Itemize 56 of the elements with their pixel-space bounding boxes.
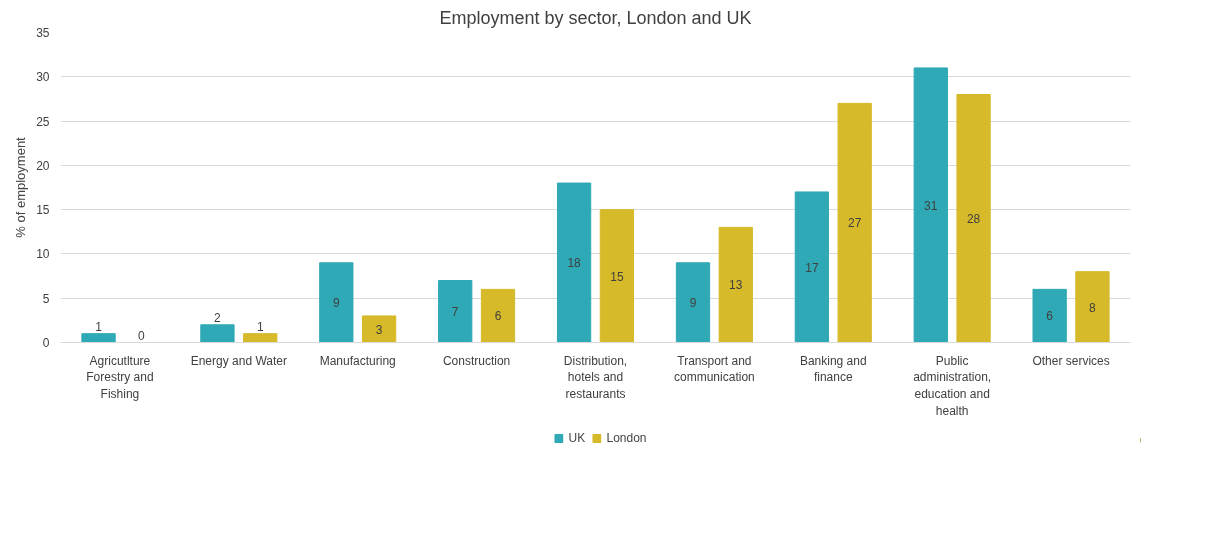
y-tick-label: 10 [36,247,50,262]
data-label: 31 [924,198,938,213]
bar [837,102,872,343]
data-label: 9 [332,296,340,311]
bar [913,67,948,343]
x-tick-label: Distribution, hotels and restaurants [563,353,628,402]
data-label: 18 [567,256,582,271]
x-tick-label: Public administration, education and health [913,353,992,418]
y-tick-label: 25 [36,114,50,129]
y-tick-label: 0 [42,336,50,350]
bar [200,324,235,343]
x-tick-label: Other services [1032,353,1110,368]
bar [1075,271,1110,343]
data-label: 15 [610,269,624,284]
y-tick-label: 30 [36,70,50,85]
bar [956,94,991,343]
data-label: 2 [214,311,222,326]
data-label: 27 [848,216,862,231]
x-tick-label: Agricutlture Forestry and Fishing [86,353,154,402]
y-tick-label: 35 [36,26,50,40]
bar [480,288,516,343]
bar [556,182,592,343]
data-label: 3 [375,322,383,337]
y-axis-title: % of employment [13,136,29,238]
bar [243,333,278,343]
bar [438,280,473,343]
bar [599,209,635,343]
x-tick-label: Manufacturing [319,353,396,368]
bar [794,191,830,343]
bar [319,262,354,343]
chart-title: Employment by sector, London and UK [439,7,752,28]
data-label: 6 [494,309,502,324]
data-label: 9 [689,296,697,311]
data-label: 0 [138,328,146,343]
data-label: 7 [451,305,459,319]
legend-label: UK [568,431,587,445]
x-tick-label: Construction [442,353,511,368]
data-label: 28 [966,212,981,226]
bar [1032,288,1067,343]
x-tick-label: Banking and finance [799,353,867,385]
data-label: 1 [256,319,264,334]
y-tick-label: 20 [36,158,50,173]
data-label: 13 [729,278,743,293]
x-tick-label: Transport and communication [674,353,755,385]
bar [675,262,711,343]
y-tick-label: 5 [42,291,50,306]
data-label: 1 [95,319,103,334]
data-label: 6 [1046,309,1054,324]
bar [81,333,116,343]
data-label: 17 [805,260,819,275]
data-label: 8 [1089,300,1097,315]
bar [718,226,753,343]
x-tick-label: Energy and Water [190,353,287,368]
bar [361,315,397,343]
legend-label: London [606,431,647,445]
y-tick-label: 15 [36,203,50,218]
